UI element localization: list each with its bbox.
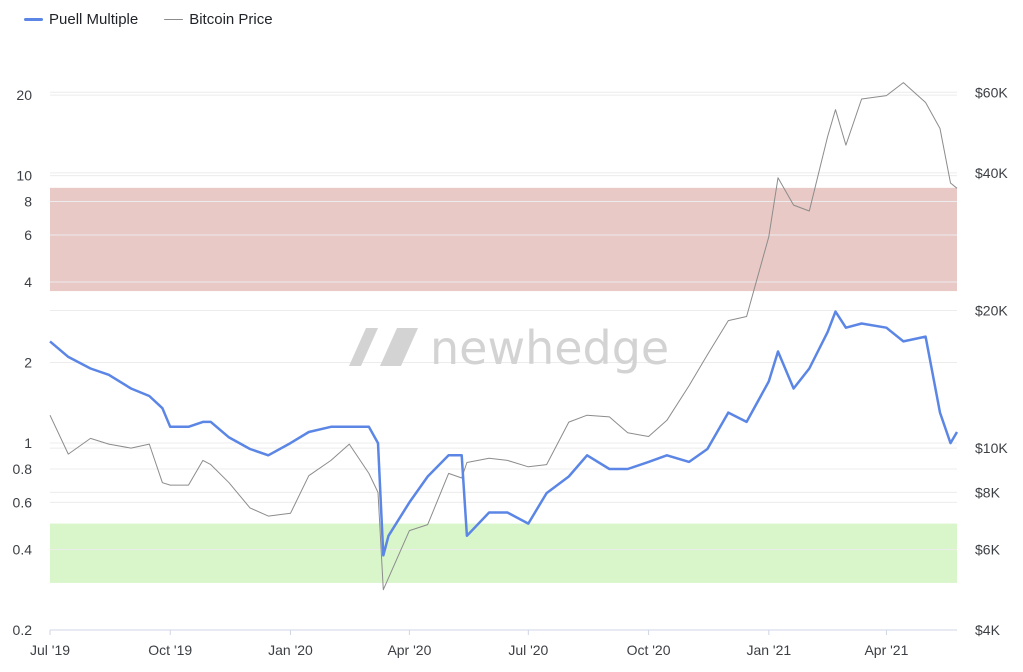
grid-layer [50,91,957,631]
x-tick-label-2: Jan '20 [268,642,313,658]
left-tick-label-0: 0.2 [13,622,33,638]
price-line [49,82,958,591]
x-tick-label-0: Jul '19 [30,642,70,658]
left-tick-label-5: 2 [24,355,32,371]
right-tick-label-2: $8K [975,484,1001,500]
watermark-text: newhedge [430,321,669,375]
legend-label-price: Bitcoin Price [189,10,273,28]
x-tick-label-6: Jan '21 [746,642,791,658]
puell-line [49,310,959,557]
puell-swatch [24,17,43,21]
right-tick-label-4: $20K [975,302,1008,318]
x-tick-label-1: Oct '19 [148,642,192,658]
x-tick-label-7: Apr '21 [864,642,908,658]
left-tick-label-9: 10 [16,168,32,184]
left-tick-label-1: 0.4 [13,541,33,557]
left-tick-label-6: 4 [24,274,32,290]
band-1 [50,523,957,583]
left-tick-label-4: 1 [24,435,32,451]
left-tick-label-7: 6 [24,227,32,243]
left-tick-label-3: 0.8 [13,461,33,477]
series-layer [49,82,959,591]
right-tick-label-0: $4K [975,622,1001,638]
price-swatch [164,18,184,20]
watermark: newhedge [349,321,669,375]
axes-layer: 0.2 0.4 0.6 0.8 1 2 4 6 8 10 20 $4K $6K $8K $10K $20K $4… [13,84,1009,658]
legend-item-puell[interactable]: Puell Multiple [24,11,138,28]
newhedge-logo-icon [349,328,418,366]
band-0 [50,187,957,292]
x-tick-label-3: Apr '20 [387,642,431,658]
bands-layer [50,187,957,583]
right-tick-label-6: $60K [975,84,1008,100]
x-tick-label-5: Oct '20 [627,642,671,658]
left-tick-label-10: 20 [16,87,32,103]
chart-legend: Puell Multiple Bitcoin Price [24,9,299,29]
left-tick-label-2: 0.6 [13,494,33,510]
right-tick-label-3: $10K [975,440,1008,456]
right-tick-label-5: $40K [975,165,1008,181]
legend-item-price[interactable]: Bitcoin Price [164,10,273,28]
left-tick-label-8: 8 [24,194,32,210]
legend-label-puell: Puell Multiple [49,10,139,28]
right-tick-label-1: $6K [975,541,1001,557]
x-tick-label-4: Jul '20 [508,642,548,658]
